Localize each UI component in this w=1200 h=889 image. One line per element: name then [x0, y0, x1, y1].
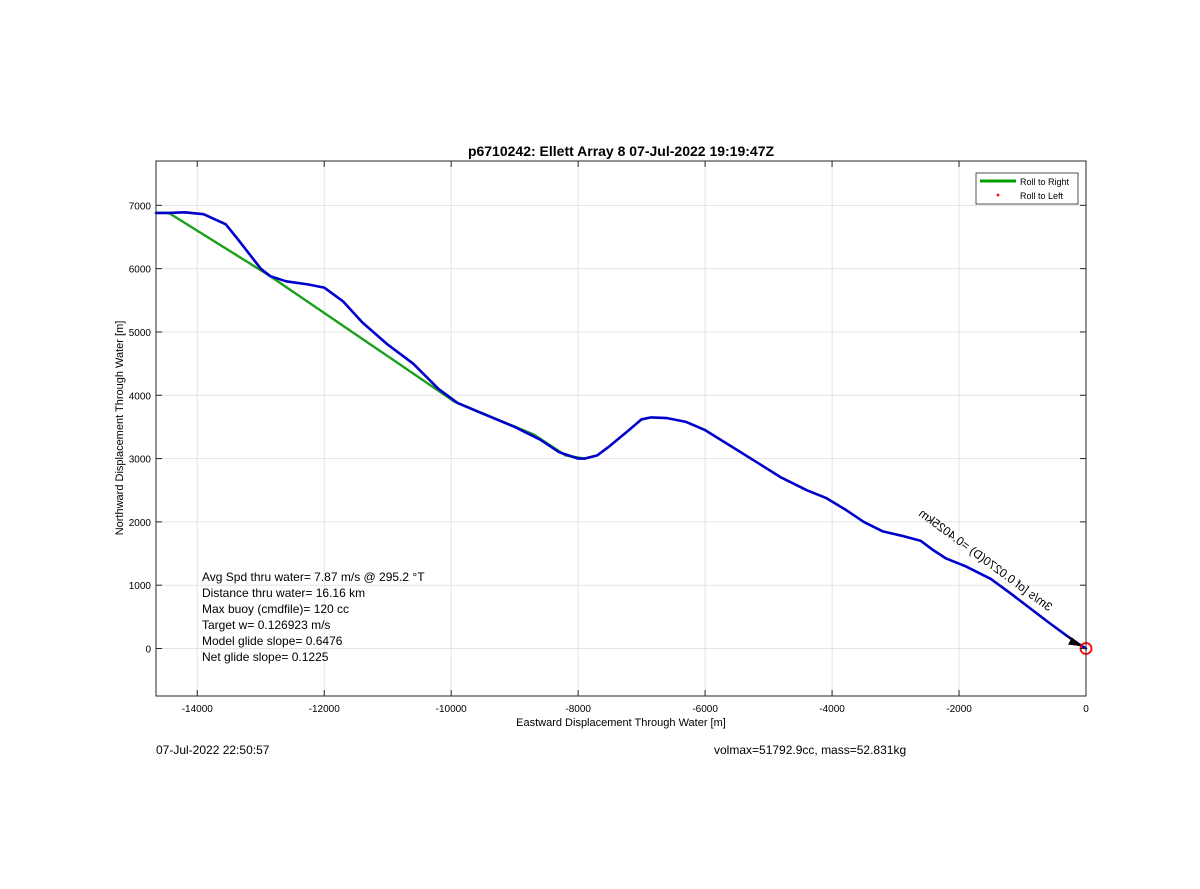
legend-box — [975, 172, 1079, 205]
stat-model-glide: Model glide slope= 0.6476 — [202, 634, 343, 648]
y-tick-label-4: 4000 — [129, 391, 152, 402]
y-axis-label: Northward Displacement Through Water [m] — [114, 321, 126, 536]
current-arrow-head — [1068, 637, 1083, 647]
x-tick-label-2: -10000 — [436, 704, 468, 715]
x-tick-label-0: -14000 — [182, 704, 214, 715]
legend-swatch-roll-left — [996, 193, 1000, 197]
x-tick-label-5: -4000 — [819, 704, 845, 715]
footer-timestamp: 07-Jul-2022 22:50:57 — [156, 743, 270, 757]
x-tick-label-7: 0 — [1083, 704, 1089, 715]
stat-net-glide: Net glide slope= 0.1225 — [202, 650, 329, 664]
x-tick-label-3: -8000 — [565, 704, 591, 715]
y-tick-label-1: 1000 — [129, 581, 152, 592]
chart-title: p6710242: Ellett Array 8 07-Jul-2022 19:… — [468, 143, 775, 159]
legend: Roll to Right Roll to Left — [975, 172, 1079, 205]
y-tick-label-2: 2000 — [129, 518, 152, 529]
series-line-1 — [154, 211, 1088, 650]
legend-label-roll-right: Roll to Right — [1020, 177, 1070, 187]
series-layer — [154, 211, 1088, 650]
y-axis: 0 1000 2000 3000 4000 5000 6000 7000 — [129, 201, 1086, 656]
stat-avg-speed: Avg Spd thru water= 7.87 m/s @ 295.2 °T — [202, 570, 425, 584]
plot-frame — [155, 160, 1087, 697]
y-tick-label-5: 5000 — [129, 328, 152, 339]
x-tick-label-1: -12000 — [309, 704, 341, 715]
y-tick-label-7: 7000 — [129, 201, 152, 212]
stat-target-w: Target w= 0.126923 m/s — [202, 618, 330, 632]
x-tick-label-6: -2000 — [946, 704, 972, 715]
plot-area — [156, 161, 1086, 696]
y-tick-label-6: 6000 — [129, 265, 152, 276]
footer-volmax-mass: volmax=51792.9cc, mass=52.831kg — [714, 743, 907, 757]
stats-block: Avg Spd thru water= 7.87 m/s @ 295.2 °T … — [202, 570, 425, 664]
stat-max-buoy: Max buoy (cmdfile)= 120 cc — [202, 602, 349, 616]
y-tick-label-3: 3000 — [129, 455, 152, 466]
y-tick-label-0: 0 — [145, 645, 151, 656]
x-axis-label: Eastward Displacement Through Water [m] — [516, 717, 726, 729]
x-tick-label-4: -6000 — [692, 704, 718, 715]
stat-distance: Distance thru water= 16.16 km — [202, 586, 365, 600]
legend-label-roll-left: Roll to Left — [1020, 191, 1064, 201]
x-axis: -14000 -12000 -10000 -8000 -6000 -4000 -2000 0 — [182, 161, 1089, 715]
